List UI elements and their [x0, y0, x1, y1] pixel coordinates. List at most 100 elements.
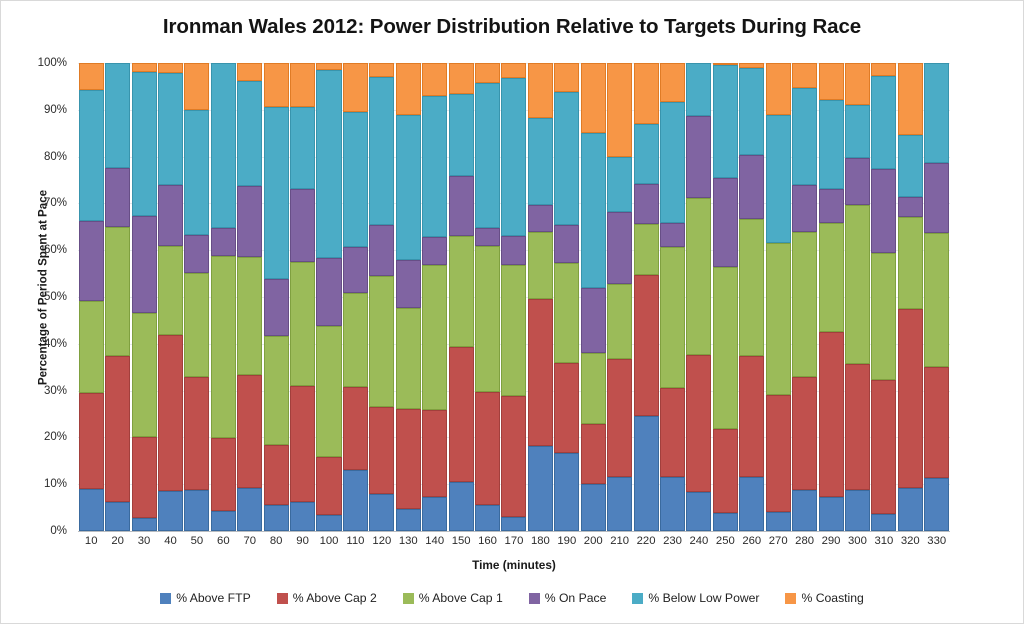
bar-segment[interactable]	[422, 496, 448, 531]
bar-segment[interactable]	[897, 135, 923, 197]
bar-segment[interactable]	[633, 63, 659, 124]
bar-segment[interactable]	[290, 261, 316, 386]
bar-segment[interactable]	[263, 335, 289, 446]
bar-segment[interactable]	[131, 313, 157, 437]
bar-segment[interactable]	[818, 496, 844, 531]
bar-segment[interactable]	[448, 236, 474, 347]
bar-segment[interactable]	[157, 246, 183, 336]
bar-segment[interactable]	[342, 246, 368, 294]
bar-segment[interactable]	[527, 205, 553, 233]
bar-segment[interactable]	[871, 169, 897, 254]
bar-segment[interactable]	[369, 76, 395, 226]
bar-column[interactable]	[501, 63, 527, 531]
bar-segment[interactable]	[475, 245, 501, 393]
bar-segment[interactable]	[184, 376, 210, 490]
bar-segment[interactable]	[131, 63, 157, 72]
bar-segment[interactable]	[395, 508, 421, 531]
bar-segment[interactable]	[184, 273, 210, 377]
bar-segment[interactable]	[316, 514, 342, 531]
bar-segment[interactable]	[501, 78, 527, 237]
bar-segment[interactable]	[607, 63, 633, 158]
bar-column[interactable]	[527, 63, 553, 531]
bar-segment[interactable]	[105, 355, 131, 502]
bar-segment[interactable]	[422, 264, 448, 410]
bar-segment[interactable]	[844, 158, 870, 205]
bar-segment[interactable]	[475, 504, 501, 531]
bar-column[interactable]	[342, 63, 368, 531]
bar-segment[interactable]	[844, 63, 870, 105]
bar-segment[interactable]	[237, 81, 263, 187]
bar-segment[interactable]	[792, 185, 818, 232]
bar-segment[interactable]	[659, 101, 686, 224]
bar-segment[interactable]	[448, 94, 474, 177]
bar-segment[interactable]	[712, 178, 738, 268]
bar-segment[interactable]	[765, 394, 791, 513]
bar-segment[interactable]	[210, 255, 236, 439]
bar-segment[interactable]	[527, 118, 553, 206]
bar-segment[interactable]	[554, 225, 580, 264]
bar-segment[interactable]	[210, 228, 236, 256]
bar-column[interactable]	[104, 63, 131, 531]
bar-segment[interactable]	[765, 63, 791, 115]
bar-segment[interactable]	[395, 63, 421, 115]
bar-segment[interactable]	[659, 476, 686, 531]
bar-segment[interactable]	[263, 505, 289, 531]
bar-segment[interactable]	[844, 363, 870, 491]
bar-segment[interactable]	[290, 63, 316, 108]
bar-column[interactable]	[316, 63, 342, 531]
bar-column[interactable]	[421, 63, 448, 531]
bar-column[interactable]	[237, 63, 263, 531]
bar-segment[interactable]	[686, 354, 712, 492]
bar-segment[interactable]	[792, 88, 818, 186]
bar-segment[interactable]	[527, 299, 553, 446]
bar-segment[interactable]	[924, 63, 950, 164]
bar-column[interactable]	[184, 63, 210, 531]
bar-segment[interactable]	[818, 222, 844, 333]
bar-segment[interactable]	[897, 217, 923, 310]
bar-segment[interactable]	[105, 227, 131, 356]
bar-segment[interactable]	[792, 63, 818, 89]
bar-segment[interactable]	[527, 232, 553, 300]
bar-column[interactable]	[712, 62, 738, 531]
bar-segment[interactable]	[607, 284, 633, 360]
bar-segment[interactable]	[871, 76, 897, 170]
bar-segment[interactable]	[395, 114, 421, 260]
bar-column[interactable]	[289, 63, 316, 531]
bar-segment[interactable]	[818, 63, 844, 101]
bar-column[interactable]	[263, 63, 289, 531]
bar-segment[interactable]	[395, 308, 421, 410]
bar-segment[interactable]	[818, 189, 844, 223]
bar-segment[interactable]	[448, 346, 474, 482]
bar-segment[interactable]	[422, 63, 448, 97]
legend-item[interactable]: % Above FTP	[160, 591, 251, 605]
bar-segment[interactable]	[342, 386, 368, 471]
bar-segment[interactable]	[739, 67, 765, 155]
bar-segment[interactable]	[237, 375, 263, 488]
bar-segment[interactable]	[712, 512, 738, 531]
bar-column[interactable]	[633, 63, 659, 531]
bar-segment[interactable]	[263, 445, 289, 506]
bar-column[interactable]	[78, 63, 104, 531]
bar-segment[interactable]	[633, 184, 659, 225]
bar-segment[interactable]	[131, 518, 157, 531]
bar-segment[interactable]	[78, 221, 104, 302]
bar-segment[interactable]	[554, 63, 580, 92]
bar-segment[interactable]	[554, 263, 580, 363]
bar-segment[interactable]	[369, 63, 395, 77]
bar-segment[interactable]	[686, 115, 712, 199]
bar-segment[interactable]	[871, 253, 897, 380]
bar-segment[interactable]	[395, 259, 421, 309]
bar-segment[interactable]	[818, 100, 844, 190]
bar-column[interactable]	[580, 63, 606, 531]
bar-segment[interactable]	[263, 63, 289, 108]
bar-segment[interactable]	[448, 176, 474, 237]
bar-segment[interactable]	[157, 490, 183, 531]
bar-segment[interactable]	[237, 63, 263, 82]
bar-segment[interactable]	[580, 353, 606, 424]
bar-segment[interactable]	[501, 236, 527, 266]
bar-segment[interactable]	[290, 107, 316, 189]
bar-segment[interactable]	[765, 243, 791, 395]
bar-segment[interactable]	[105, 167, 131, 228]
bar-segment[interactable]	[131, 215, 157, 314]
bar-segment[interactable]	[501, 63, 527, 79]
